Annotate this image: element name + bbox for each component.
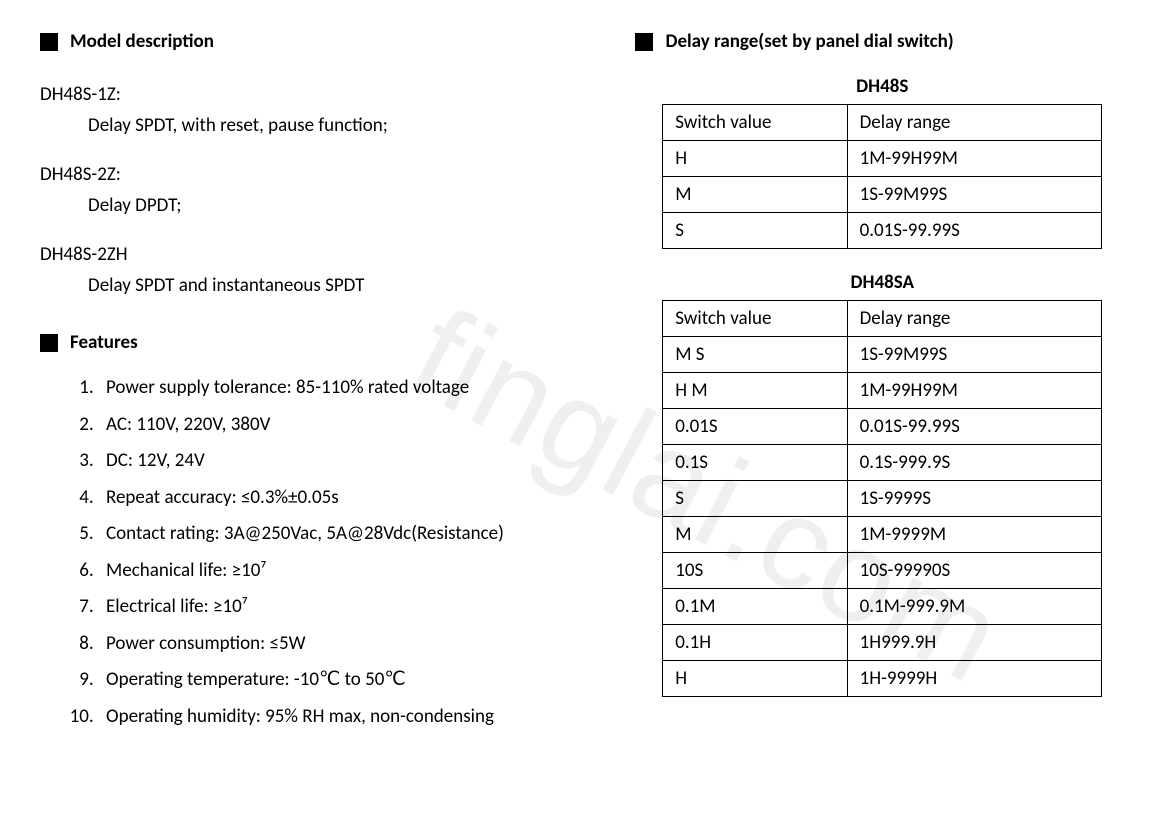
square-bullet-icon [40, 33, 58, 51]
features-heading: Features [40, 331, 585, 354]
table-cell: 1S-9999S [847, 481, 1102, 517]
table-row: 0.01S0.01S-99.99S [663, 409, 1102, 445]
features-title: Features [70, 331, 138, 354]
delay-range-table-dh48s: Switch value Delay range H 1M-99H99M M 1… [662, 104, 1102, 249]
table-header-cell: Delay range [847, 105, 1102, 141]
table-cell: 0.1M-999.9M [847, 589, 1102, 625]
table-row: H1H-9999H [663, 661, 1102, 697]
table-cell: 10S-99990S [847, 553, 1102, 589]
model-desc: Delay DPDT; [88, 194, 585, 217]
table-cell: M [663, 517, 847, 553]
table-cell: H [663, 141, 847, 177]
model-entry: DH48S-2Z: Delay DPDT; [40, 163, 585, 217]
table-cell: 1S-99M99S [847, 177, 1102, 213]
feature-item: AC: 110V, 220V, 380V [98, 411, 585, 440]
delay-range-title: Delay range(set by panel dial switch) [665, 30, 953, 53]
table-row: S1S-9999S [663, 481, 1102, 517]
features-list: Power supply tolerance: 85-110% rated vo… [70, 374, 585, 731]
model-name: DH48S-2ZH [40, 243, 585, 266]
content-columns: Model description DH48S-1Z: Delay SPDT, … [40, 30, 1129, 739]
table-cell: 0.01S-99.99S [847, 409, 1102, 445]
table-cell: 0.1M [663, 589, 847, 625]
model-name: DH48S-2Z: [40, 163, 585, 186]
feature-item: Power supply tolerance: 85-110% rated vo… [98, 374, 585, 403]
square-bullet-icon [635, 33, 653, 51]
table-cell: 0.1H [663, 625, 847, 661]
table-cell: S [663, 213, 847, 249]
table-row: 10S10S-99990S [663, 553, 1102, 589]
table-cell: 0.1S [663, 445, 847, 481]
model-entry: DH48S-1Z: Delay SPDT, with reset, pause … [40, 83, 585, 137]
left-column: Model description DH48S-1Z: Delay SPDT, … [40, 30, 585, 739]
table-row: M 1S-99M99S [663, 177, 1102, 213]
model-name: DH48S-1Z: [40, 83, 585, 106]
table-title-dh48s: DH48S [635, 75, 1129, 98]
table-cell: 1M-9999M [847, 517, 1102, 553]
model-description-title: Model description [70, 30, 214, 53]
table-cell: 1H999.9H [847, 625, 1102, 661]
table-title-dh48sa: DH48SA [635, 271, 1129, 294]
feature-item: Contact rating: 3A@250Vac, 5A@28Vdc(Resi… [98, 520, 585, 549]
feature-item: Operating temperature: -10℃ to 50℃ [98, 666, 585, 695]
features-section: Features Power supply tolerance: 85-110%… [40, 331, 585, 731]
model-desc: Delay SPDT, with reset, pause function; [88, 114, 585, 137]
model-description-heading: Model description [40, 30, 585, 53]
table-row: M1M-9999M [663, 517, 1102, 553]
table-row: 0.1H1H999.9H [663, 625, 1102, 661]
table-row: 0.1M0.1M-999.9M [663, 589, 1102, 625]
table-cell: 1M-99H99M [847, 141, 1102, 177]
table-header-cell: Switch value [663, 105, 847, 141]
table-cell: 0.01S [663, 409, 847, 445]
table-row: H M1M-99H99M [663, 373, 1102, 409]
table-cell: 1M-99H99M [847, 373, 1102, 409]
table-row: H 1M-99H99M [663, 141, 1102, 177]
table-row: M S1S-99M99S [663, 337, 1102, 373]
table-cell: M [663, 177, 847, 213]
feature-item: DC: 12V, 24V [98, 447, 585, 476]
table-cell: 1S-99M99S [847, 337, 1102, 373]
square-bullet-icon [40, 334, 58, 352]
feature-item: Operating humidity: 95% RH max, non-cond… [98, 703, 585, 732]
table-cell: H M [663, 373, 847, 409]
model-desc: Delay SPDT and instantaneous SPDT [88, 274, 585, 297]
delay-range-table-dh48sa: Switch value Delay range M S1S-99M99S H … [662, 300, 1102, 697]
table-header-row: Switch value Delay range [663, 301, 1102, 337]
table-cell: 0.1S-999.9S [847, 445, 1102, 481]
feature-item: Repeat accuracy: ≤0.3%±0.05s [98, 484, 585, 513]
table-header-cell: Switch value [663, 301, 847, 337]
feature-item: Power consumption: ≤5W [98, 630, 585, 659]
right-column: Delay range(set by panel dial switch) DH… [625, 30, 1129, 739]
feature-item: Electrical life: ≥10⁷ [98, 593, 585, 622]
delay-range-heading: Delay range(set by panel dial switch) [635, 30, 1129, 53]
feature-item: Mechanical life: ≥10⁷ [98, 557, 585, 586]
table-cell: 10S [663, 553, 847, 589]
table-header-row: Switch value Delay range [663, 105, 1102, 141]
table-cell: M S [663, 337, 847, 373]
table-cell: 1H-9999H [847, 661, 1102, 697]
table-cell: 0.01S-99.99S [847, 213, 1102, 249]
model-entry: DH48S-2ZH Delay SPDT and instantaneous S… [40, 243, 585, 297]
table-cell: H [663, 661, 847, 697]
table-row: S 0.01S-99.99S [663, 213, 1102, 249]
table-row: 0.1S0.1S-999.9S [663, 445, 1102, 481]
model-list: DH48S-1Z: Delay SPDT, with reset, pause … [40, 83, 585, 297]
table-header-cell: Delay range [847, 301, 1102, 337]
table-cell: S [663, 481, 847, 517]
